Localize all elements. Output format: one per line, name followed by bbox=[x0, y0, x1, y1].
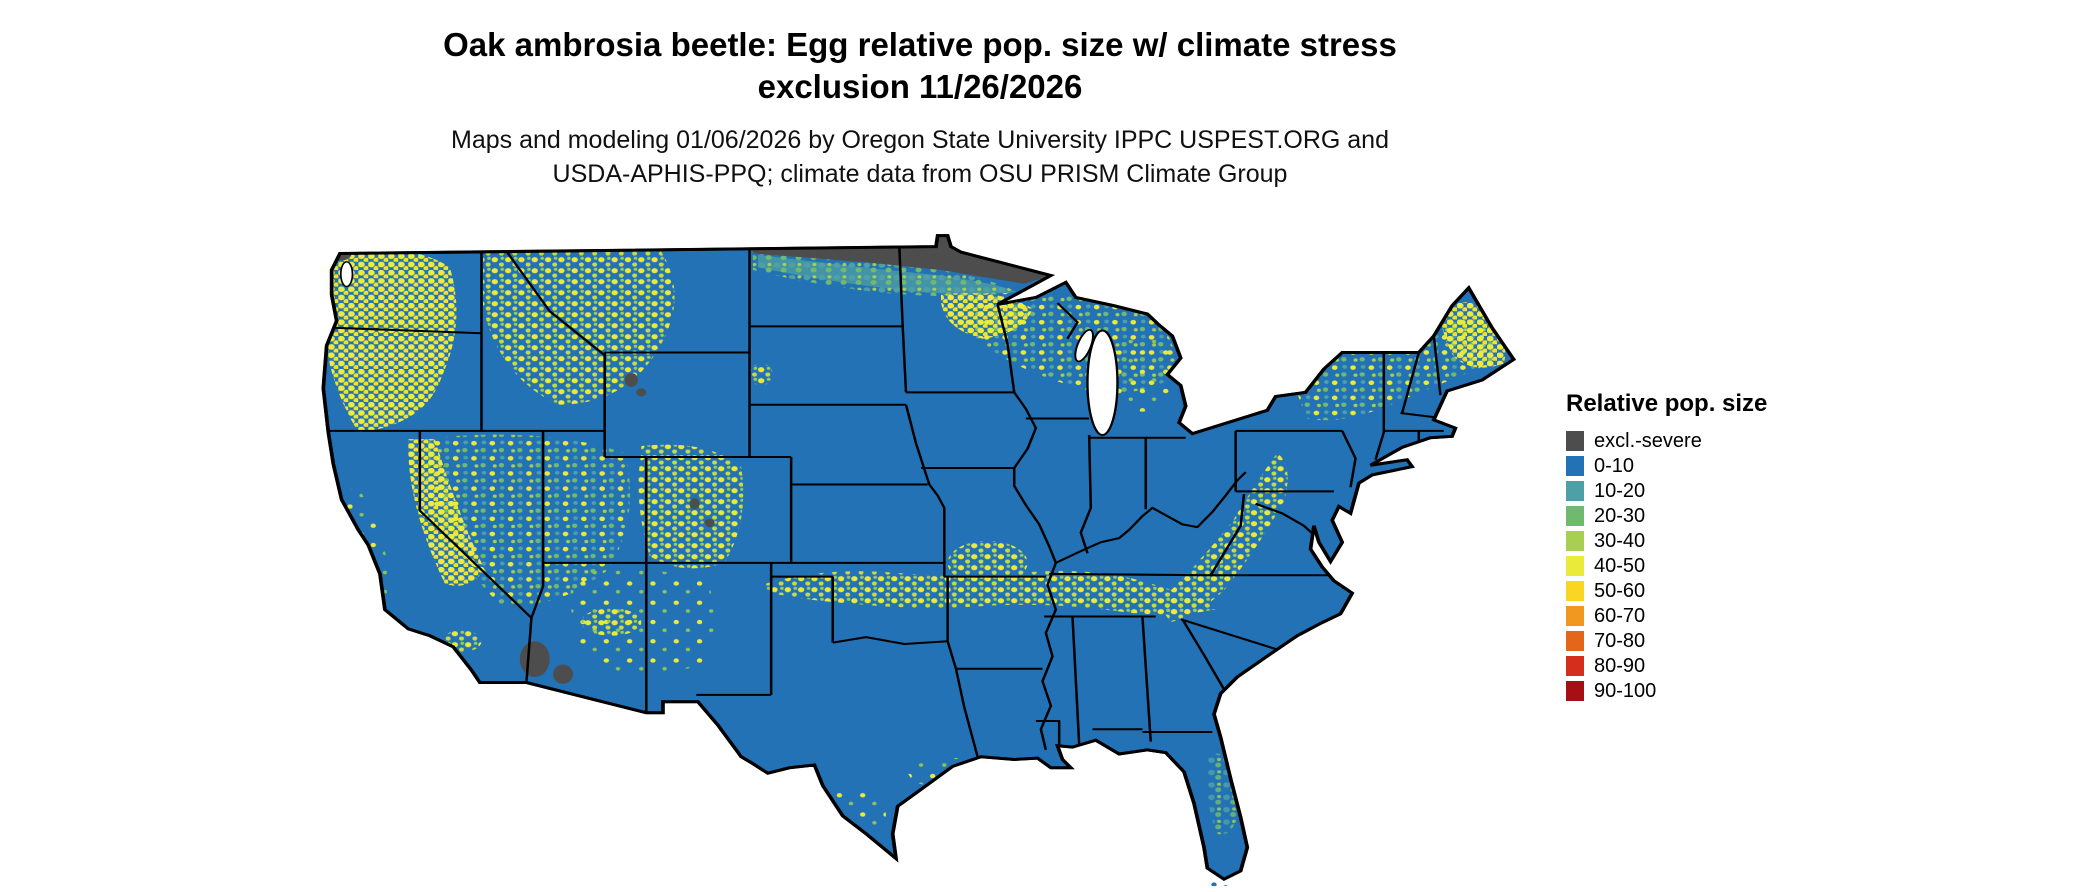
figure-title-line2: exclusion 11/26/2026 bbox=[757, 68, 1083, 106]
puget-sound bbox=[339, 261, 354, 288]
legend-label: 60-70 bbox=[1594, 605, 1646, 627]
speckle-black-hills bbox=[749, 363, 773, 386]
legend-label: 90-100 bbox=[1594, 680, 1657, 702]
legend-item-70-80: 70-80 bbox=[1566, 631, 1896, 651]
legend-label: excl.-severe bbox=[1594, 430, 1702, 452]
map-legend: Relative pop. size excl.-severe 0-10 10-… bbox=[1566, 390, 1896, 706]
exclusion-patch-absaroka bbox=[636, 388, 647, 397]
exclusion-patch-colorado-peaks bbox=[689, 498, 700, 510]
legend-item-60-70: 60-70 bbox=[1566, 606, 1896, 626]
legend-swatch bbox=[1566, 531, 1584, 551]
us-distribution-map bbox=[300, 226, 1532, 886]
legend-label: 40-50 bbox=[1594, 555, 1646, 577]
legend-item-excl-severe: excl.-severe bbox=[1566, 431, 1896, 451]
speckle-northern-minnesota bbox=[940, 293, 1033, 339]
figure-subtitle-line2: USDA-APHIS-PPQ; climate data from OSU PR… bbox=[552, 159, 1288, 188]
legend-swatch bbox=[1566, 481, 1584, 501]
legend-label: 70-80 bbox=[1594, 630, 1646, 652]
speckle-socal-mountains bbox=[441, 630, 482, 653]
legend-item-80-90: 80-90 bbox=[1566, 656, 1896, 676]
legend-label: 50-60 bbox=[1594, 580, 1646, 602]
speckle-texas-coast bbox=[906, 757, 994, 788]
legend-label: 20-30 bbox=[1594, 505, 1646, 527]
legend-swatch bbox=[1566, 581, 1584, 601]
figure-title-line1: Oak ambrosia beetle: Egg relative pop. s… bbox=[443, 26, 1397, 63]
legend-title: Relative pop. size bbox=[1566, 390, 1768, 417]
speckle-mid-south-arc bbox=[766, 570, 1221, 615]
north-plains-speckle bbox=[752, 248, 1016, 297]
legend-swatch bbox=[1566, 681, 1584, 701]
figure-title: Oak ambrosia beetle: Egg relative pop. s… bbox=[0, 24, 1840, 108]
speckle-pacific-northwest bbox=[324, 248, 457, 433]
speckle-mogollon-rim bbox=[581, 608, 642, 636]
legend-label: 30-40 bbox=[1594, 530, 1646, 552]
legend-item-90-100: 90-100 bbox=[1566, 681, 1896, 701]
legend-swatch bbox=[1566, 506, 1584, 526]
exclusion-patch-sonoran-desert bbox=[519, 641, 550, 677]
figure-subtitle: Maps and modeling 01/06/2026 by Oregon S… bbox=[0, 124, 1840, 191]
legend-item-10-20: 10-20 bbox=[1566, 481, 1896, 501]
legend-label: 80-90 bbox=[1594, 655, 1646, 677]
raster-speckle-layer bbox=[324, 235, 1506, 838]
green-bay bbox=[1074, 329, 1094, 363]
legend-swatch bbox=[1566, 456, 1584, 476]
exclusion-patch-sonoran-desert-2 bbox=[553, 664, 574, 684]
speckle-appalachians bbox=[1157, 452, 1288, 622]
speckle-az-nm-highlands bbox=[570, 568, 715, 673]
legend-item-50-60: 50-60 bbox=[1566, 581, 1896, 601]
legend-swatch bbox=[1566, 606, 1584, 626]
legend-swatch bbox=[1566, 431, 1584, 451]
legend-item-30-40: 30-40 bbox=[1566, 531, 1896, 551]
speckle-sierra-nevada bbox=[408, 439, 485, 586]
lake-michigan bbox=[1086, 329, 1119, 436]
legend-item-20-30: 20-30 bbox=[1566, 506, 1896, 526]
exclusion-patch-yellowstone bbox=[624, 373, 638, 387]
us-map-svg bbox=[321, 233, 1516, 886]
legend-item-0-10: 0-10 bbox=[1566, 456, 1896, 476]
legend-swatch bbox=[1566, 631, 1584, 651]
exclusion-patch-colorado-peaks-2 bbox=[704, 518, 715, 528]
state-borders bbox=[329, 246, 1444, 757]
speckle-south-texas bbox=[824, 787, 886, 838]
legend-swatch bbox=[1566, 556, 1584, 576]
figure-subtitle-line1: Maps and modeling 01/06/2026 by Oregon S… bbox=[451, 126, 1389, 155]
florida-keys bbox=[1211, 882, 1228, 886]
legend-label: 10-20 bbox=[1594, 480, 1646, 502]
legend-label: 0-10 bbox=[1594, 455, 1635, 477]
legend-swatch bbox=[1566, 656, 1584, 676]
legend-item-40-50: 40-50 bbox=[1566, 556, 1896, 576]
figure-header: Oak ambrosia beetle: Egg relative pop. s… bbox=[0, 24, 1840, 191]
